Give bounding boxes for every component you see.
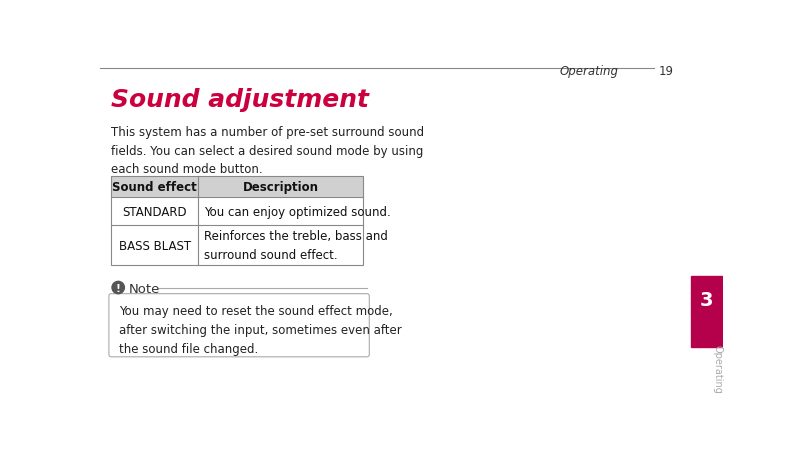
Text: STANDARD: STANDARD [122, 205, 187, 218]
Text: Description: Description [242, 181, 318, 194]
Text: This system has a number of pre-set surround sound
fields. You can select a desi: This system has a number of pre-set surr… [111, 126, 423, 176]
Text: Reinforces the treble, bass and
surround sound effect.: Reinforces the treble, bass and surround… [204, 230, 387, 261]
Circle shape [111, 282, 124, 294]
Text: BASS BLAST: BASS BLAST [119, 239, 190, 252]
Text: 19: 19 [658, 65, 673, 78]
FancyBboxPatch shape [109, 294, 369, 357]
Bar [111, 176, 363, 266]
Text: Sound effect: Sound effect [112, 181, 196, 194]
Text: 3: 3 [699, 290, 713, 309]
Text: !: ! [115, 283, 120, 293]
Text: Operating: Operating [711, 344, 721, 393]
Text: Sound adjustment: Sound adjustment [111, 88, 369, 112]
Text: Operating: Operating [559, 65, 618, 78]
Bar [690, 276, 722, 347]
Text: You may need to reset the sound effect mode,
after switching the input, sometime: You may need to reset the sound effect m… [119, 304, 401, 355]
Text: Note: Note [128, 282, 160, 296]
Bar [111, 176, 363, 198]
Text: You can enjoy optimized sound.: You can enjoy optimized sound. [204, 205, 391, 218]
